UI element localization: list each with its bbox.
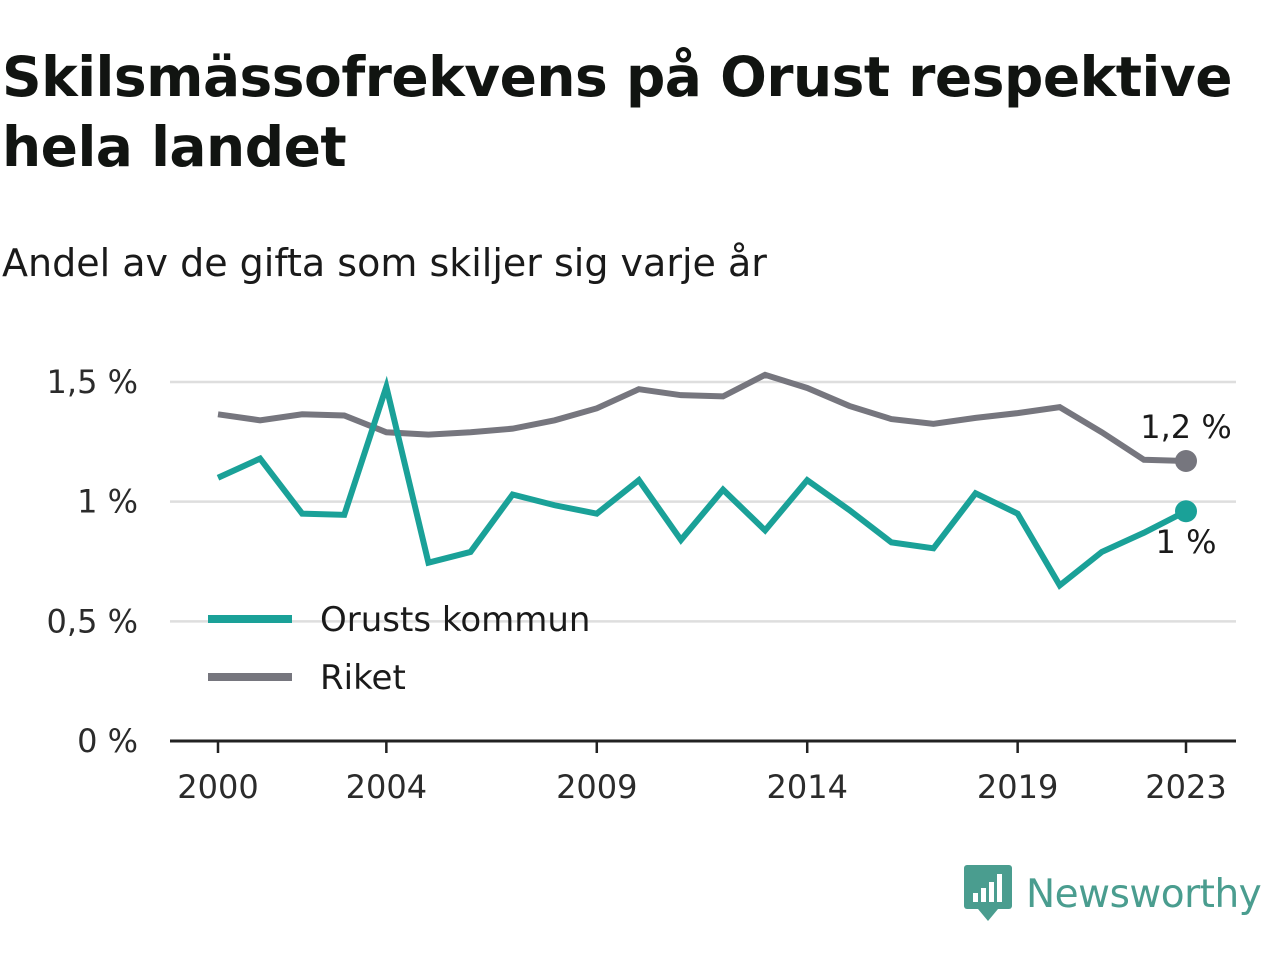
end-label-riket: 1,2 % — [1140, 408, 1231, 446]
end-label-orusts-kommun: 1 % — [1156, 523, 1217, 561]
x-tick-label: 2023 — [1145, 768, 1226, 806]
x-axis: 2000 2004 2009 2014 2019 2023 — [170, 739, 1236, 806]
x-tick-label: 2009 — [556, 768, 637, 806]
series-lines — [216, 371, 1188, 590]
brand-name: Newsworthy — [1026, 871, 1262, 917]
y-tick-label: 0,5 % — [47, 602, 138, 640]
end-markers: 1 % 1,2 % — [1140, 408, 1231, 561]
x-tick-label: 2019 — [977, 768, 1058, 806]
y-tick-label: 1 % — [77, 483, 138, 521]
end-marker-orusts-kommun — [1175, 500, 1197, 523]
y-tick-label: 1,5 % — [47, 363, 138, 401]
x-tick-label: 2004 — [346, 768, 427, 806]
chart-subtitle: Andel av de gifta som skiljer sig varje … — [2, 241, 767, 285]
legend-label-orusts-kommun: Orusts kommun — [320, 600, 590, 640]
y-tick-label: 0 % — [77, 722, 138, 760]
y-axis: 0 % 0,5 % 1 % 1,5 % — [47, 363, 138, 760]
newsworthy-logo-icon — [964, 865, 1012, 921]
legend: Orusts kommun Riket — [208, 600, 590, 698]
series-line-orusts-kommun — [216, 375, 1188, 590]
legend-label-riket: Riket — [320, 658, 406, 698]
series-line-riket — [217, 371, 1187, 464]
line-chart: 0 % 0,5 % 1 % 1,5 % 2000 2004 2009 2014 2019 202… — [47, 363, 1236, 806]
newsworthy-brand: Newsworthy — [962, 862, 1262, 926]
chart-title: Skilsmässofrekvens på Orust respektive h… — [2, 45, 1233, 179]
x-tick-label: 2014 — [766, 768, 847, 806]
x-tick-label: 2000 — [177, 768, 258, 806]
end-marker-riket — [1175, 449, 1197, 472]
